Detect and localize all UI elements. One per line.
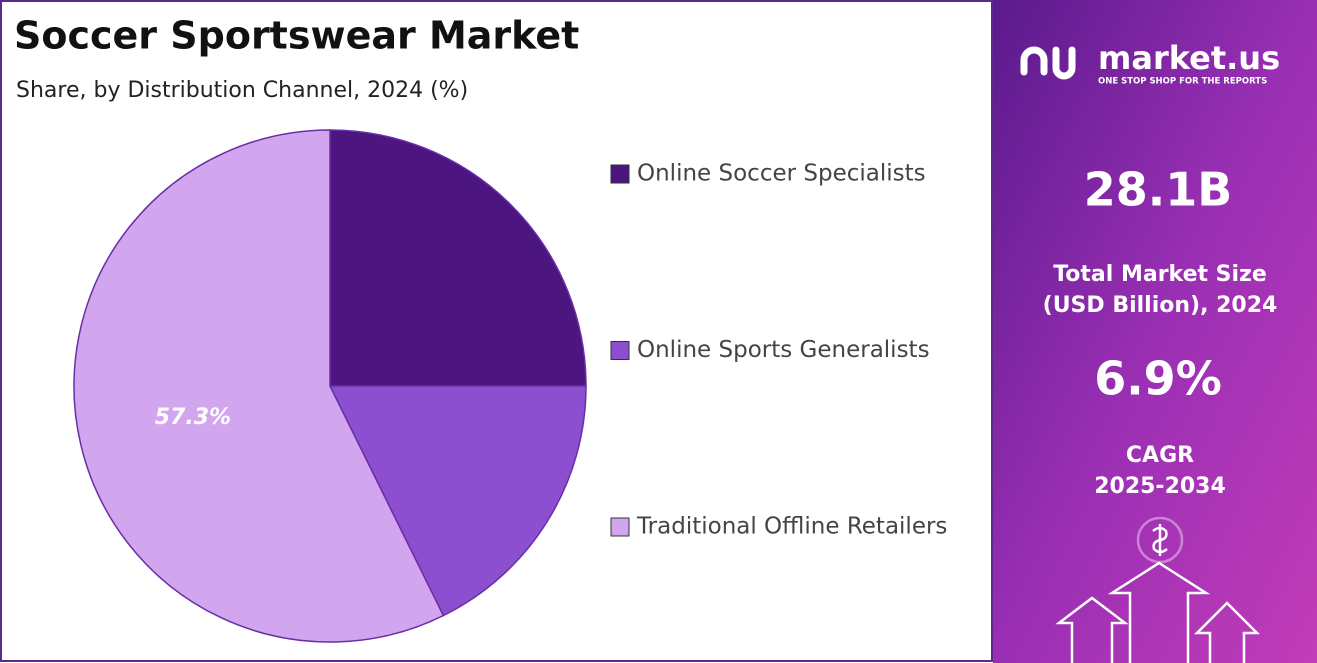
stat-value: 28.1B: [1084, 163, 1233, 217]
stat-label: (USD Billion), 2024: [1043, 293, 1278, 318]
stat-value: 6.9%: [1094, 352, 1222, 406]
side-panel: [993, 0, 1317, 663]
brand-tagline: ONE STOP SHOP FOR THE REPORTS: [1098, 77, 1267, 87]
stat-label: CAGR: [1126, 443, 1194, 468]
stat-label: Total Market Size: [1053, 262, 1267, 287]
stats: 28.1B Total Market Size (USD Billion), 202…: [1043, 163, 1278, 500]
legend-swatch: [610, 164, 630, 184]
stat-label: 2025-2034: [1094, 474, 1226, 499]
pie-slice: [328, 385, 587, 617]
legend-label: Traditional Offline Retailers: [636, 514, 947, 540]
legend-swatch: [610, 517, 630, 537]
legend-label: Online Sports Generalists: [637, 337, 930, 363]
logo-icon: [1020, 46, 1076, 80]
chart-subtitle: Share, by Distribution Channel, 2024 (%): [16, 78, 468, 103]
pie-slice: [329, 129, 587, 387]
legend-label: Online Soccer Specialists: [637, 161, 926, 187]
decor-arrows: [1055, 516, 1261, 663]
pie-slice: [73, 129, 445, 643]
brand-name: market.us: [1098, 39, 1280, 77]
chart-title: Soccer Sportswear Market: [14, 14, 579, 58]
legend-swatch: [610, 341, 630, 360]
pie: 57.3%: [73, 129, 587, 643]
legend: Online Soccer Specialists Online Sports G…: [610, 161, 947, 540]
data-label: 57.3%: [155, 405, 231, 430]
